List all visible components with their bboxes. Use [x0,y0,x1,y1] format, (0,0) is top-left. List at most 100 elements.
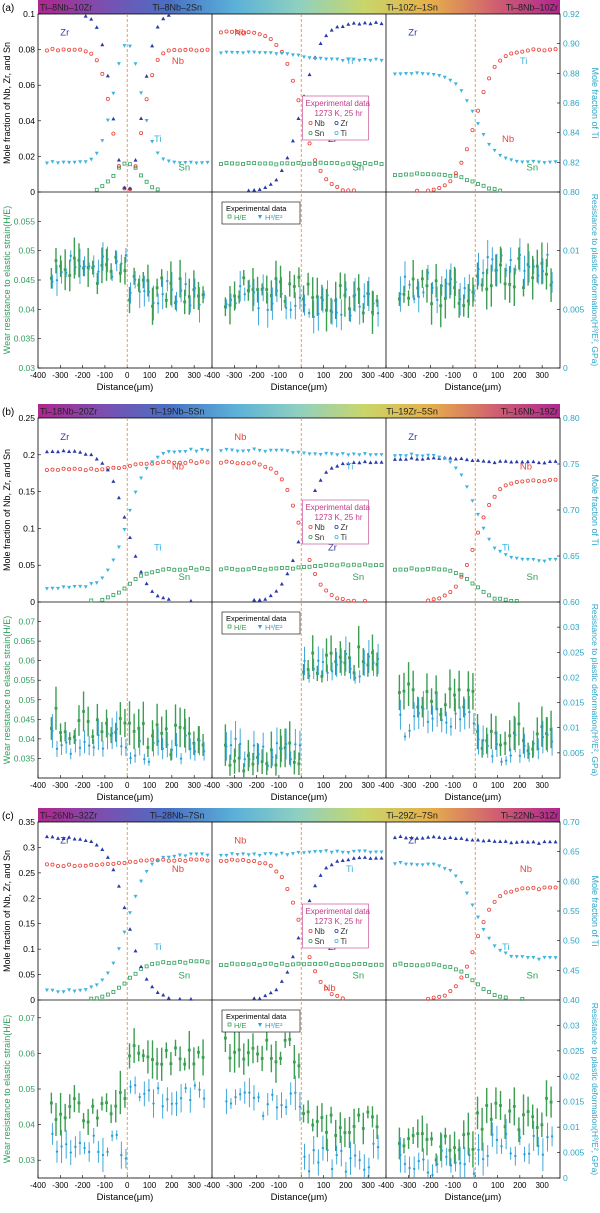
sn-point [296,961,301,966]
he-point [352,671,356,675]
xtick-label: 200 [339,371,353,380]
species-label: Ti [154,542,162,553]
hhe-point [106,258,109,261]
nb-point [296,917,301,922]
hhe-point [303,659,306,663]
nb-point [241,858,246,863]
sn-point [481,589,486,594]
sn-point [155,187,160,192]
he-point [361,660,365,664]
series-nb [426,477,558,603]
sn-point [224,963,229,967]
he-point [297,1064,301,1068]
zr-point [404,457,408,461]
nb-point [548,477,553,482]
nb-point [525,886,530,891]
zr-point [285,571,290,576]
nb-point [111,465,116,470]
nb-point [194,857,199,862]
ytick-label: 0.15 [18,919,35,929]
nb-point [139,858,144,863]
zr-point [72,449,77,453]
sn-point [313,961,317,966]
hhe-point [64,271,68,275]
he-point [105,1101,108,1105]
sn-point [155,569,160,573]
ti-point [144,466,149,471]
nb-point [453,984,458,989]
he-point [77,1101,81,1105]
he-point [59,264,62,268]
ti-point [302,851,306,855]
hhe-point [340,660,343,664]
ti-point [166,159,171,164]
nb-point [487,907,492,912]
hhe-point [74,266,77,269]
zr-point [274,177,279,182]
he-point [59,1112,62,1116]
hhe-point [78,746,82,750]
zr-point [442,836,447,840]
nb-point [144,858,149,863]
sn-point [263,161,268,166]
ti-point [139,879,144,884]
hhe-point [440,1149,443,1152]
he-point [223,743,227,747]
ytick-right-label: 0.005 [563,1148,585,1158]
nb-point [307,141,312,146]
ytick-right-label: 0.01 [563,246,580,256]
sn-point [335,160,340,165]
hhe-point [353,1154,357,1157]
ti-point [374,57,378,62]
hhe-point [284,1105,288,1109]
nb-point [514,479,519,484]
xlabel: Distance(μm) [97,792,154,803]
sn-point [257,161,262,166]
ti-point [218,51,223,56]
he-point [466,299,470,303]
nb-point [475,530,480,535]
ti-point [122,44,127,48]
hhe-point [55,747,59,751]
nb-point [166,459,171,464]
panel-a: (a) Ti–8Nb–10Zr Ti–8Nb–2Sn Ti–10Zr–1Sn Ti–8N… [2,0,600,393]
mechanical-series [223,1024,380,1178]
legend-item: Nb [314,523,325,532]
hhe-point [69,752,72,756]
hhe-point [550,740,554,743]
zr-point [318,41,323,46]
nb-point [177,460,182,465]
legend-item: Nb [314,927,325,936]
legend-marker [308,929,313,934]
ti-point [83,988,88,992]
he-point [402,1144,406,1148]
hhe-point [363,295,366,298]
sn-point [393,567,397,572]
ytick-label: 0.07 [18,1013,35,1023]
nb-point [475,934,480,939]
mechanical-series [223,260,380,334]
hhe-point [358,1158,361,1162]
legend-title: Experimental data [305,503,370,512]
nb-point [161,460,166,465]
he-point [242,769,246,773]
zr-point [409,835,414,840]
he-point [86,720,90,723]
hhe-point [367,655,371,658]
he-point [420,277,424,281]
zr-point [492,839,497,843]
he-point [132,729,136,733]
zr-point [166,995,171,1000]
ti-point [150,460,155,464]
zr-point [531,839,536,844]
xtick-label: -400 [30,781,47,790]
zr-point [481,458,486,463]
nb-point [426,996,431,1001]
sn-point [89,598,94,603]
zr-point [374,460,378,464]
ti-point [514,955,519,959]
sn-point [340,162,345,167]
legend-marker [308,121,313,126]
